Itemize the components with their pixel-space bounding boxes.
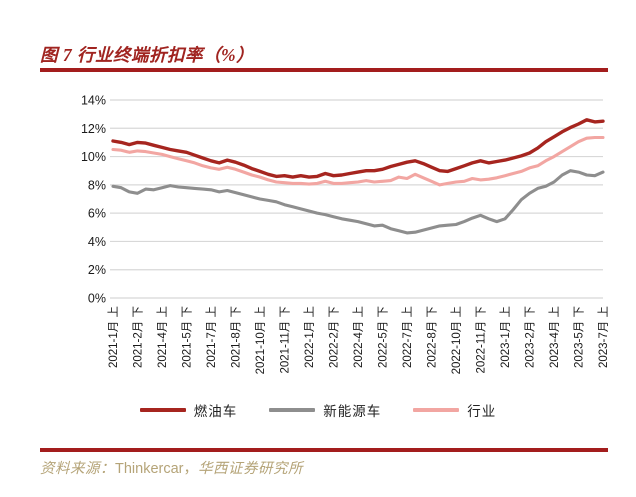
svg-text:2022-11月 下: 2022-11月 下	[476, 306, 488, 374]
legend-item-nev: 新能源车	[269, 400, 381, 420]
svg-text:2023-4月 上: 2023-4月 上	[548, 306, 561, 368]
svg-text:2022-1月 上: 2022-1月 上	[303, 306, 316, 368]
svg-text:2022-10月 上: 2022-10月 上	[450, 306, 463, 374]
svg-text:2021-1月 上: 2021-1月 上	[107, 306, 120, 368]
svg-text:2022-2月 下: 2022-2月 下	[329, 306, 341, 368]
svg-text:2022-5月 下: 2022-5月 下	[378, 306, 390, 368]
svg-text:2023-5月 下: 2023-5月 下	[574, 306, 586, 368]
svg-text:12%: 12%	[81, 122, 106, 136]
legend-item-fuel: 燃油车	[139, 400, 238, 420]
svg-text:2022-4月 上: 2022-4月 上	[352, 306, 365, 368]
industry-line-swatch-icon	[413, 408, 460, 412]
svg-text:10%: 10%	[81, 150, 106, 164]
source-prefix: 资料来源：	[40, 461, 115, 477]
svg-text:14%: 14%	[81, 94, 106, 108]
svg-text:2021-11月 下: 2021-11月 下	[280, 306, 292, 374]
discount-rate-line-chart: 0% 2% 4% 6% 8% 10% 12% 14% 2021-1月 上 2021-2月 下 202…	[81, 94, 610, 375]
svg-text:2021-8月 下: 2021-8月 下	[231, 306, 243, 368]
svg-text:6%: 6%	[88, 207, 106, 221]
title-divider	[40, 68, 608, 72]
svg-text:2021-10月 上: 2021-10月 上	[254, 306, 267, 374]
svg-text:2022-7月 上: 2022-7月 上	[401, 306, 414, 368]
chart-legend: 燃油车 新能源车 行业	[0, 399, 636, 421]
source-org: 华西证券研究所	[198, 461, 303, 477]
svg-text:2%: 2%	[88, 263, 106, 277]
legend-label-industry: 行业	[467, 404, 497, 419]
figure-title: 图 7 行业终端折扣率（%）	[40, 45, 255, 65]
svg-text:0%: 0%	[88, 292, 106, 306]
source-name: Thinkercar，	[115, 461, 198, 477]
legend-label-fuel: 燃油车	[193, 404, 238, 419]
chart-area: 0% 2% 4% 6% 8% 10% 12% 14% 2021-1月 上 2021-2月 下 202…	[0, 85, 636, 397]
fuel-line-swatch-icon	[139, 408, 186, 412]
svg-text:2021-7月 上: 2021-7月 上	[205, 306, 218, 368]
svg-text:2022-8月 下: 2022-8月 下	[427, 306, 439, 368]
source-note: 资料来源：Thinkercar，华西证券研究所	[40, 457, 303, 478]
svg-text:8%: 8%	[88, 178, 106, 192]
footer-divider	[40, 448, 608, 452]
svg-text:2021-2月 下: 2021-2月 下	[133, 306, 145, 368]
svg-text:4%: 4%	[88, 235, 106, 249]
legend-label-nev: 新能源车	[323, 404, 382, 419]
nev-line-swatch-icon	[269, 408, 316, 412]
legend-item-industry: 行业	[413, 400, 496, 420]
svg-text:2023-1月 上: 2023-1月 上	[499, 306, 512, 368]
svg-text:2023-7月 上: 2023-7月 上	[597, 306, 610, 368]
svg-text:2021-5月 下: 2021-5月 下	[182, 306, 194, 368]
svg-text:2023-2月 下: 2023-2月 下	[525, 306, 537, 368]
svg-text:2021-4月 上: 2021-4月 上	[156, 306, 169, 368]
